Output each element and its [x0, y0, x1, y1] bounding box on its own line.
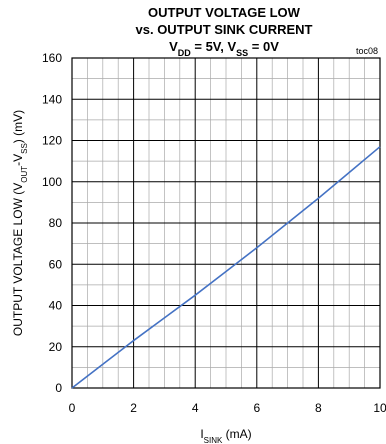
- y-tick-label: 140: [42, 92, 62, 106]
- x-tick-label: 0: [69, 401, 76, 415]
- y-tick-label: 20: [49, 340, 63, 354]
- text-part: SS: [236, 48, 248, 58]
- text-part: SS: [20, 143, 29, 154]
- plot-frame: [71, 57, 381, 389]
- x-tick-label: 8: [315, 401, 322, 415]
- y-tick-label: 0: [55, 381, 62, 395]
- chart-title: OUTPUT VOLTAGE LOW: [148, 5, 301, 20]
- text-part: OUTPUT VOLTAGE LOW (V: [11, 183, 25, 336]
- text-part: V: [169, 39, 178, 54]
- y-tick-label: 80: [49, 216, 63, 230]
- y-tick-label: 60: [49, 257, 63, 271]
- chart-subtitle: VDD = 5V, VSS = 0V: [169, 39, 279, 58]
- y-tick-label: 100: [42, 175, 62, 189]
- y-axis-label: OUTPUT VOLTAGE LOW (VOUT-VSS) (mV): [11, 110, 29, 336]
- x-tick-label: 2: [130, 401, 137, 415]
- text-part: OUT: [20, 166, 29, 183]
- x-tick-label: 10: [373, 401, 386, 415]
- x-tick-label: 6: [253, 401, 260, 415]
- text-part: ) (mV): [11, 110, 25, 143]
- text-part: SINK: [204, 436, 223, 444]
- text-part: = 0V: [248, 39, 279, 54]
- text-part: = 5V, V: [191, 39, 237, 54]
- x-axis-label: ISINK (mA): [200, 427, 251, 444]
- x-tick-label: 4: [192, 401, 199, 415]
- text-part: DD: [178, 48, 191, 58]
- y-tick-label: 120: [42, 134, 62, 148]
- text-part: I: [200, 427, 203, 441]
- data-line: [71, 146, 381, 389]
- text-part: -V: [11, 154, 25, 166]
- y-tick-label: 40: [49, 299, 63, 313]
- chart-title: vs. OUTPUT SINK CURRENT: [136, 22, 313, 37]
- annotation: toc08: [356, 46, 378, 56]
- text-part: (mA): [222, 427, 251, 441]
- y-tick-label: 160: [42, 51, 62, 65]
